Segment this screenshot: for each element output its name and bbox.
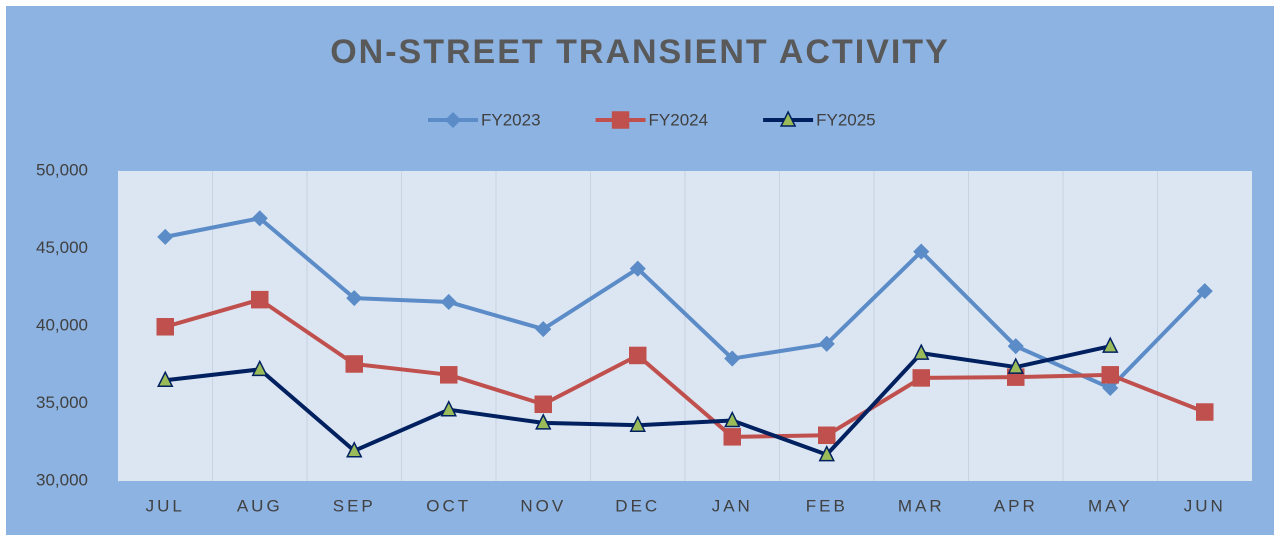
legend-label: FY2023 — [481, 110, 541, 129]
x-tick-label: APR — [994, 496, 1038, 515]
x-tick-label: JUL — [146, 496, 185, 515]
data-point — [629, 346, 647, 365]
data-point — [724, 350, 741, 367]
x-tick-label: AUG — [237, 496, 283, 515]
x-tick-label: NOV — [520, 496, 566, 515]
series-line — [164, 216, 1207, 390]
data-point — [1102, 336, 1119, 353]
data-point — [157, 228, 174, 245]
x-tick-label: OCT — [426, 496, 471, 515]
x-tick-label: FEB — [806, 496, 848, 515]
data-point — [535, 321, 552, 338]
data-point — [629, 415, 646, 432]
data-point — [535, 413, 552, 430]
data-point — [440, 366, 458, 384]
data-point — [346, 441, 363, 458]
data-point — [251, 359, 268, 377]
data-point — [913, 343, 930, 360]
data-point — [251, 210, 268, 227]
legend-label: FY2025 — [816, 110, 876, 129]
y-tick-label: 45,000 — [36, 238, 88, 257]
y-tick-label: 40,000 — [36, 315, 88, 334]
x-tick-label: MAY — [1088, 496, 1133, 515]
data-point — [1101, 366, 1119, 384]
data-point — [346, 290, 363, 307]
data-point — [251, 290, 269, 309]
legend-label: FY2024 — [649, 110, 709, 129]
data-point — [1007, 357, 1024, 374]
data-point — [440, 400, 457, 417]
x-tick-label: JAN — [712, 496, 753, 515]
data-point — [1102, 379, 1119, 397]
legend-marker — [779, 110, 797, 127]
y-tick-label: 50,000 — [36, 160, 88, 179]
data-point — [534, 395, 552, 414]
data-point — [1196, 403, 1214, 421]
data-point — [723, 428, 741, 446]
data-point — [1007, 338, 1024, 355]
x-tick-label: DEC — [615, 496, 660, 515]
data-point — [157, 370, 174, 387]
series-line — [164, 297, 1206, 439]
legend-marker — [444, 111, 462, 129]
chart-title: ON-STREET TRANSIENT ACTIVITY — [330, 33, 950, 71]
data-point — [913, 243, 930, 260]
x-tick-label: JUN — [1184, 496, 1226, 515]
legend-marker — [611, 111, 630, 129]
data-point — [1196, 283, 1213, 300]
x-tick-label: SEP — [333, 496, 376, 515]
data-point — [724, 410, 741, 428]
data-point — [818, 335, 835, 352]
data-point — [156, 318, 174, 336]
data-point — [440, 293, 457, 311]
y-tick-label: 30,000 — [36, 470, 88, 489]
data-point — [345, 355, 363, 373]
y-tick-label: 35,000 — [36, 393, 88, 412]
x-tick-label: MAR — [898, 496, 945, 515]
data-point — [912, 369, 930, 387]
data-point — [629, 260, 646, 277]
data-point — [818, 426, 836, 445]
data-point — [818, 444, 835, 462]
